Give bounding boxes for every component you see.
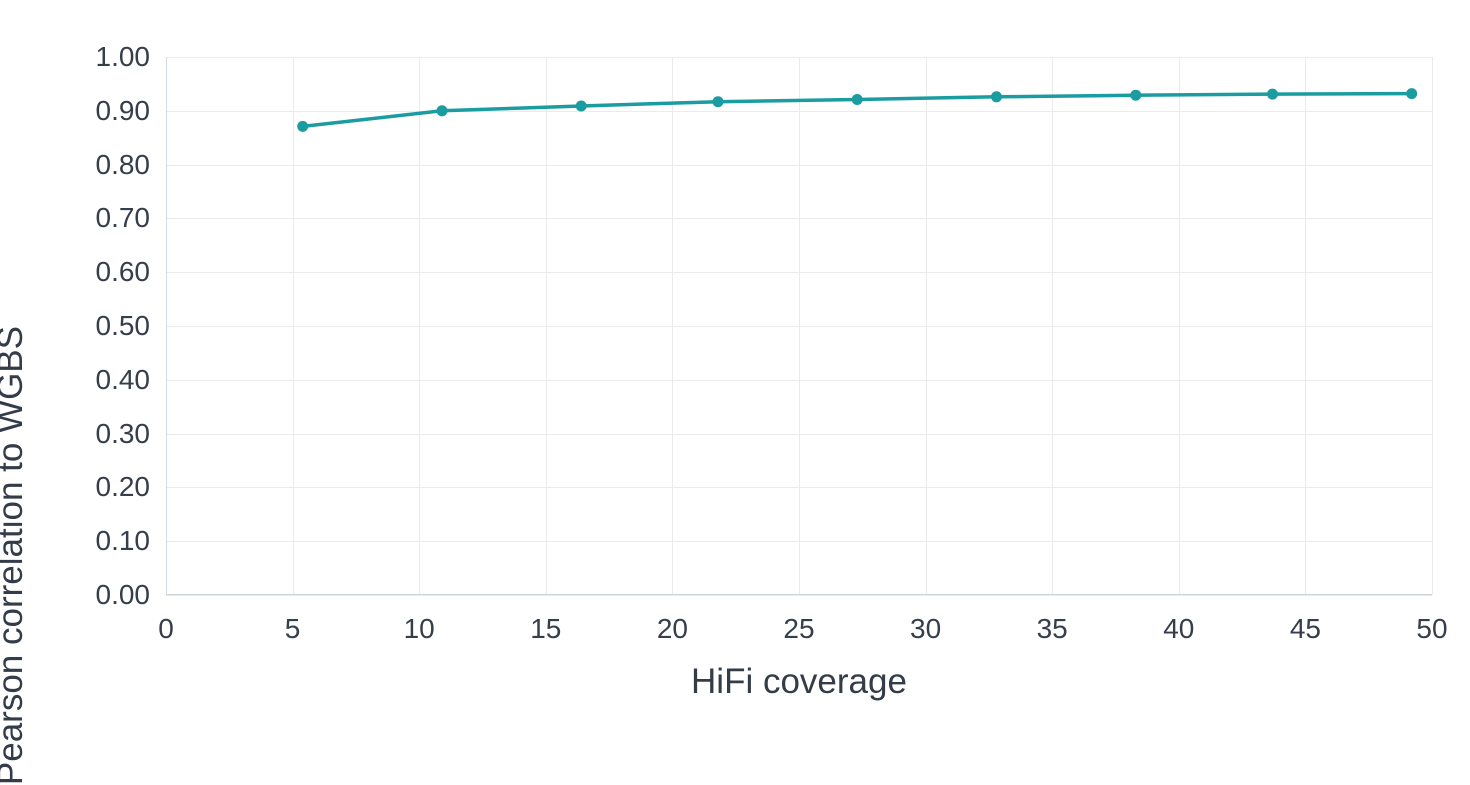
line-chart-figure: Pearson correlation to WGBS 0.00 0.10 0.20… (0, 41, 1448, 785)
x-gridline (672, 57, 674, 595)
y-tick-label: 1.00 (95, 41, 151, 72)
x-gridline (1305, 57, 1307, 595)
y-axis-title-text: Pearson correlation to WGBS (0, 326, 30, 785)
y-tick-label: 0.70 (95, 202, 151, 234)
data-point (851, 94, 863, 105)
data-point (1406, 88, 1418, 100)
y-axis-line (166, 57, 167, 595)
y-tick-label: 0.10 (95, 525, 151, 557)
x-gridline (1178, 57, 1180, 595)
x-tick-label: 25 (783, 613, 815, 644)
x-gridline (545, 57, 547, 595)
y-gridline (166, 595, 1432, 596)
y-tick-label: 0.30 (95, 417, 151, 449)
y-tick-label: 0.50 (95, 310, 151, 341)
x-tick-label: 50 (1416, 613, 1448, 644)
x-gridline (1432, 57, 1433, 595)
x-axis-line (166, 594, 1432, 595)
y-tick-label: 0.20 (95, 471, 151, 503)
x-gridline (799, 57, 800, 595)
series-plot (297, 88, 1418, 132)
plot-area (166, 57, 1433, 596)
data-point (297, 120, 309, 132)
data-point (575, 100, 587, 112)
data-point (436, 105, 448, 117)
data-point (1130, 89, 1142, 101)
x-tick-label: 35 (1036, 613, 1068, 644)
x-tick-label: 30 (910, 613, 942, 644)
y-tick-label: 0.90 (95, 94, 151, 126)
x-tick-label: 10 (403, 613, 435, 644)
x-tick-label: 45 (1289, 613, 1321, 644)
x-tick-label: 0 (158, 613, 174, 644)
x-gridline (1052, 57, 1054, 595)
x-tick-label: 40 (1163, 613, 1195, 644)
y-tick-label: 0.60 (95, 256, 151, 288)
data-point (991, 91, 1002, 103)
x-tick-label: 20 (656, 613, 688, 644)
x-tick-label: 5 (284, 613, 301, 644)
data-point (712, 96, 724, 108)
y-tick-label: 0.00 (95, 579, 151, 610)
data-point (1267, 88, 1278, 100)
x-gridline (292, 57, 294, 595)
y-tick-label: 0.40 (95, 363, 151, 395)
x-tick-label: 15 (530, 613, 562, 644)
x-gridline (925, 57, 927, 595)
y-tick-label: 0.80 (95, 148, 151, 180)
x-gridline (419, 57, 421, 595)
x-axis-title: HiFi coverage (691, 662, 907, 701)
